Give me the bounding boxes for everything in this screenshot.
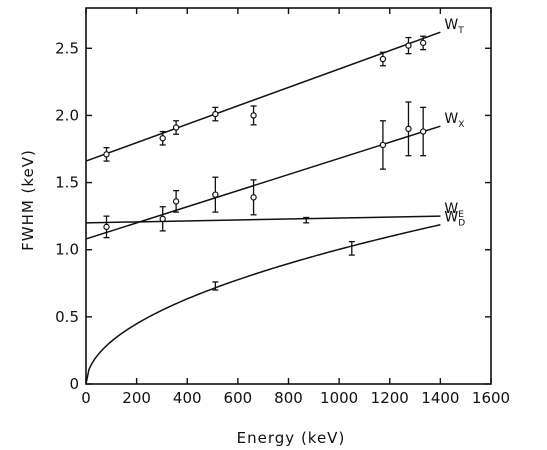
axis-ticks: 0 200 400 600 800 1000 1200 1400 1600 0 0.5 1.0 1.5 2… [55, 8, 510, 407]
w-x-data-point [250, 194, 257, 201]
w-t-curve [85, 31, 441, 162]
y-tick-label: 2.5 [55, 39, 79, 57]
w-t-data-point [212, 110, 219, 118]
fit-curves [85, 31, 441, 385]
w-x-data-point [419, 128, 427, 135]
y-tick-label: 1.0 [55, 241, 79, 259]
data-points [103, 35, 427, 291]
y-axis-label: FWHM (keV) [19, 149, 37, 251]
w-x-data-point [103, 223, 110, 231]
plot-frame [85, 7, 492, 385]
w-t-data-point [419, 39, 427, 47]
w-t-data-point [172, 124, 180, 131]
w-x-data-point [172, 198, 180, 205]
w-x-data-point [159, 215, 166, 223]
y-tick-label: 2.0 [55, 106, 79, 124]
w-x-data-point [405, 125, 412, 133]
x-tick-label: 600 [224, 389, 253, 407]
w-t-data-point [379, 55, 387, 63]
w-t-label: WT [444, 17, 464, 36]
x-tick-label: 800 [274, 389, 303, 407]
w-t-data-point [103, 151, 110, 158]
x-tick-label: 200 [122, 389, 151, 407]
x-tick-label: 1000 [320, 389, 358, 407]
w-t-data-point [250, 112, 257, 119]
w-x-data-point [379, 141, 387, 149]
x-tick-label: 400 [173, 389, 202, 407]
w-e-curve [85, 215, 441, 224]
y-tick-label: 0 [69, 375, 79, 393]
w-t-data-point [159, 135, 166, 142]
x-axis-label: Energy (keV) [237, 429, 346, 447]
w-x-data-point [212, 191, 219, 198]
y-tick-label: 1.5 [55, 174, 79, 192]
x-tick-label: 0 [81, 389, 91, 407]
x-tick-label: 1600 [472, 389, 510, 407]
x-tick-label: 1400 [421, 389, 459, 407]
w-t-data-point [405, 42, 412, 49]
w-x-label: WX [444, 111, 464, 130]
w-d-curve [85, 223, 441, 385]
y-tick-label: 0.5 [55, 308, 79, 326]
x-tick-label: 1200 [371, 389, 409, 407]
